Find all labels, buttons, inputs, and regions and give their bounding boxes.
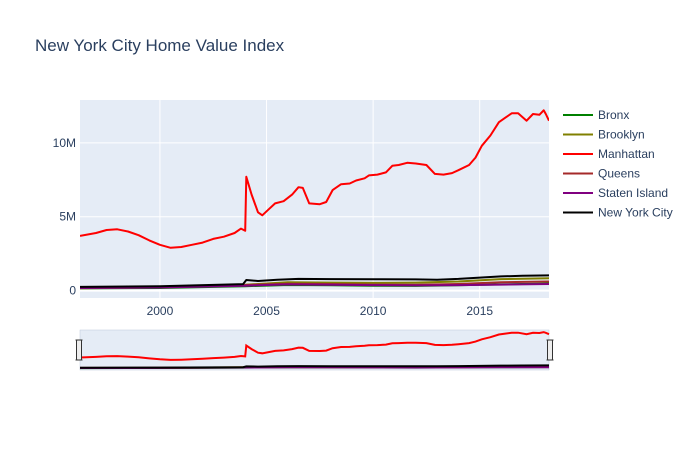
chart-title: New York City Home Value Index	[35, 36, 285, 55]
range-slider-line	[79, 331, 550, 361]
legend-item-staten-island[interactable]: Staten Island	[563, 186, 668, 200]
y-tick-label: 0	[69, 284, 76, 298]
series-line-manhattan[interactable]	[80, 109, 549, 249]
range-slider-handle-left[interactable]	[75, 339, 83, 361]
legend-label: Manhattan	[598, 147, 655, 161]
legend-label: New York City	[598, 206, 673, 220]
series-line-new-york-city[interactable]	[80, 274, 549, 288]
handle-grip[interactable]	[76, 339, 82, 361]
legend-item-bronx[interactable]: Bronx	[563, 108, 629, 122]
x-tick-label: 2015	[466, 304, 493, 318]
series-group	[80, 109, 549, 290]
y-tick-label: 5M	[59, 210, 76, 224]
handle-grip[interactable]	[547, 339, 553, 361]
legend-label: Queens	[598, 167, 640, 181]
y-tick-label: 10M	[53, 136, 76, 150]
legend-label: Staten Island	[598, 186, 668, 200]
legend-item-new-york-city[interactable]: New York City	[563, 206, 673, 220]
legend-item-brooklyn[interactable]: Brooklyn	[563, 128, 645, 142]
x-tick-label: 2000	[147, 304, 174, 318]
x-tick-label: 2005	[253, 304, 280, 318]
legend-item-manhattan[interactable]: Manhattan	[563, 147, 655, 161]
legend-label: Bronx	[598, 108, 629, 122]
x-tick-label: 2010	[360, 304, 387, 318]
range-slider-line	[79, 364, 550, 369]
legend-item-queens[interactable]: Queens	[563, 167, 640, 181]
range-slider-handle-right[interactable]	[546, 339, 554, 361]
plot-background	[80, 100, 549, 298]
legend-label: Brooklyn	[598, 128, 645, 142]
series-line-staten-island[interactable]	[80, 283, 549, 289]
